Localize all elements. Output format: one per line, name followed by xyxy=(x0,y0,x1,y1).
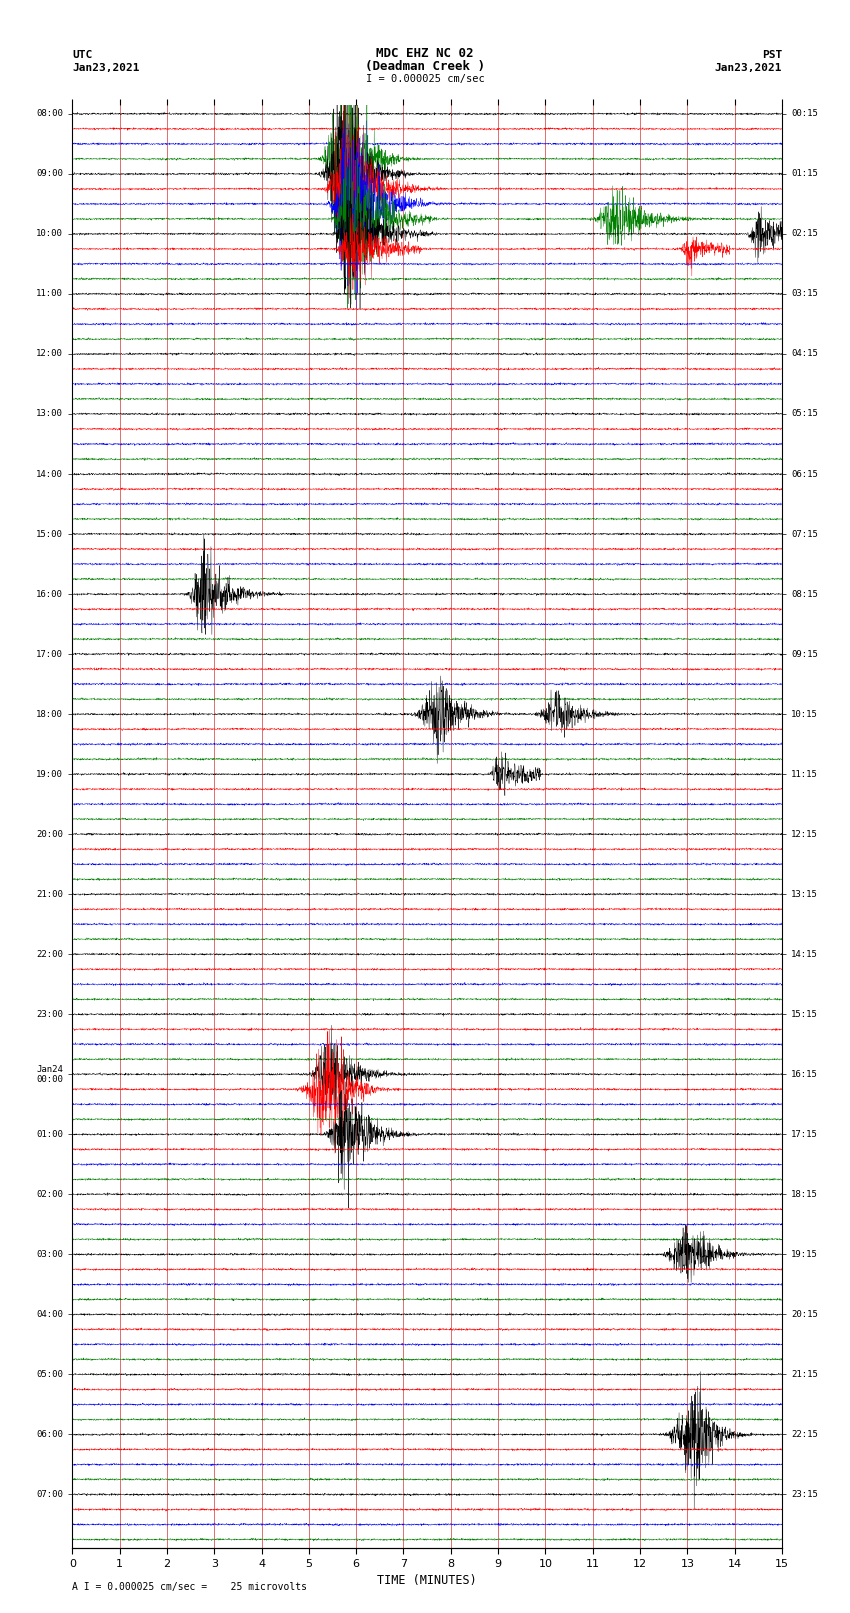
Text: PST: PST xyxy=(762,50,782,60)
Text: A I = 0.000025 cm/sec =    25 microvolts: A I = 0.000025 cm/sec = 25 microvolts xyxy=(72,1582,307,1592)
Text: MDC EHZ NC 02: MDC EHZ NC 02 xyxy=(377,47,473,60)
Text: Jan23,2021: Jan23,2021 xyxy=(715,63,782,73)
Text: I = 0.000025 cm/sec: I = 0.000025 cm/sec xyxy=(366,74,484,84)
Text: UTC: UTC xyxy=(72,50,93,60)
Text: (Deadman Creek ): (Deadman Creek ) xyxy=(365,60,485,73)
Text: Jan23,2021: Jan23,2021 xyxy=(72,63,139,73)
X-axis label: TIME (MINUTES): TIME (MINUTES) xyxy=(377,1574,477,1587)
